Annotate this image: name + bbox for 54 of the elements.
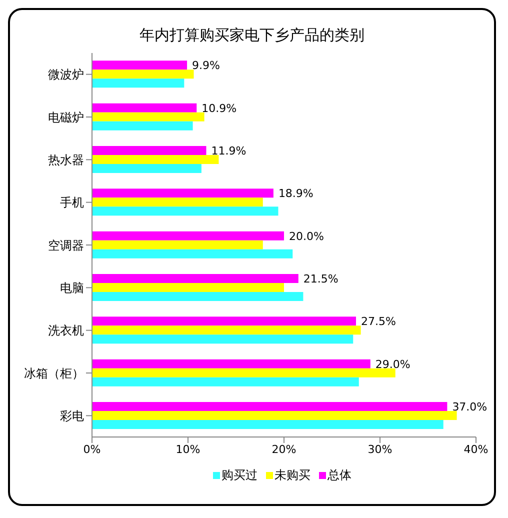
data-label: 11.9%: [211, 144, 246, 158]
x-tick-label: 40%: [464, 442, 488, 456]
bar: [92, 326, 361, 335]
bar: [92, 112, 204, 122]
data-label: 37.0%: [452, 400, 488, 414]
bar: [92, 198, 263, 207]
x-tick-label: 0%: [83, 442, 101, 456]
legend-label: 总体: [326, 467, 352, 484]
bar: [92, 231, 284, 240]
bar: [92, 146, 206, 156]
bar: [92, 334, 354, 344]
data-label: 18.9%: [278, 187, 314, 200]
data-label: 29.0%: [375, 358, 410, 371]
y-tick-label: 电磁炉: [48, 110, 84, 124]
x-tick-label: 10%: [176, 442, 200, 456]
bar: [92, 249, 293, 258]
bar: [92, 283, 284, 292]
x-tick-label: 20%: [272, 442, 296, 456]
bar: [92, 70, 194, 79]
data-label: 27.5%: [361, 315, 396, 328]
data-label: 10.9%: [202, 102, 237, 115]
data-label: 21.5%: [303, 272, 338, 286]
bar: [92, 402, 448, 412]
y-tick-label: 电脑: [60, 280, 84, 295]
bar: [92, 164, 202, 174]
data-label: 9.9%: [192, 59, 220, 72]
bar: [92, 188, 274, 198]
bar: [92, 316, 356, 326]
bar: [92, 60, 188, 70]
bar: [92, 377, 359, 386]
data-label: 20.0%: [289, 230, 324, 243]
bar: [92, 155, 219, 164]
x-tick-label: 30%: [368, 442, 392, 456]
bar: [92, 206, 278, 216]
bar: [92, 103, 197, 112]
bar: [92, 274, 298, 284]
bar: [92, 368, 396, 378]
y-tick-label: 冰箱（柜）: [24, 366, 84, 380]
y-tick-label: 微波炉: [48, 68, 84, 82]
y-tick-label: 彩电: [60, 408, 84, 423]
bar: [92, 420, 444, 430]
legend-label: 未购买: [274, 467, 310, 484]
chart-title: 年内打算购买家电下乡产品的类别: [138, 26, 366, 45]
y-tick-label: 热水器: [48, 152, 84, 167]
bar: [92, 240, 263, 250]
legend-label: 购买过: [220, 467, 258, 484]
bar: [92, 121, 193, 130]
y-tick-label: 空调器: [48, 238, 84, 252]
bar: [92, 292, 304, 302]
y-tick-label: 洗衣机: [48, 324, 84, 338]
bar: [92, 359, 370, 368]
y-tick-label: 手机: [60, 196, 84, 210]
bar: [92, 411, 457, 420]
bar: [92, 78, 184, 88]
